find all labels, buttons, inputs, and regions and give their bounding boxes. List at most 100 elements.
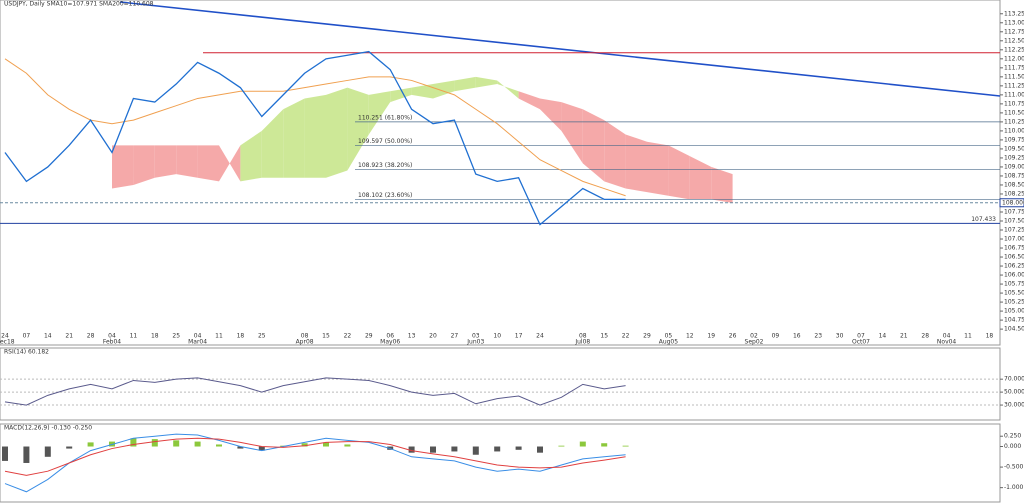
x-tick-label: 19 (707, 333, 715, 340)
ichimoku-cloud (540, 98, 562, 131)
x-tick-label: 07 (23, 333, 31, 340)
y-tick-label: 105.750 (1004, 281, 1024, 288)
y-tick-label: 107.500 (1004, 217, 1024, 224)
x-tick-label: 22 (344, 333, 352, 340)
y-tick-label: 109.250 (1004, 154, 1024, 161)
histogram-bar (194, 441, 201, 447)
y-tick-label: 106.750 (1004, 245, 1024, 252)
x-tick-label: 15 (322, 333, 330, 340)
fib-label: 109.597 (50.00%) (358, 138, 412, 145)
y-tick-label: 112.000 (1004, 55, 1024, 62)
y-tick-label: 112.750 (1004, 28, 1024, 35)
ichimoku-cloud (625, 134, 647, 193)
y-tick-label: 111.000 (1004, 91, 1024, 98)
ichimoku-cloud (304, 94, 326, 178)
ichimoku-cloud (133, 145, 155, 185)
x-period-label: Dec18 (0, 339, 15, 346)
y-tick-label: 30.000 (1004, 402, 1024, 409)
histogram-bar (130, 438, 137, 447)
histogram-bar (537, 446, 543, 453)
x-tick-label: 23 (814, 333, 822, 340)
histogram-bar (601, 443, 608, 447)
x-tick-label: 06 (386, 333, 394, 340)
y-tick-label: 113.250 (1004, 10, 1024, 17)
histogram-bar (216, 444, 222, 447)
histogram-bar (515, 446, 522, 450)
x-tick-label: 09 (772, 333, 780, 340)
ichimoku-cloud (433, 80, 455, 99)
y-tick-label: 106.000 (1004, 272, 1024, 279)
x-tick-label: 12 (686, 333, 694, 340)
series-line (4, 433, 626, 493)
y-tick-label: -1.000 (1004, 484, 1024, 491)
histogram-bar (2, 446, 8, 461)
x-tick-label: 24 (536, 333, 544, 340)
y-tick-label: 106.500 (1004, 254, 1024, 261)
trendline (119, 1, 1001, 97)
histogram-bar (23, 446, 30, 463)
x-tick-label: 14 (879, 333, 887, 340)
histogram-bar (430, 446, 436, 453)
y-tick-label: 109.000 (1004, 163, 1024, 170)
ichimoku-cloud (154, 145, 177, 178)
ichimoku-cloud (283, 98, 305, 178)
x-period-label: Jun03 (466, 339, 484, 346)
rsi-panel (0, 347, 1001, 421)
y-tick-label: 109.500 (1004, 145, 1024, 152)
x-period-label: Sep02 (745, 339, 764, 346)
x-tick-label: 02 (750, 333, 758, 340)
x-tick-label: 04 (943, 333, 951, 340)
support-label: 107.433 (971, 216, 996, 223)
series-line (4, 437, 626, 476)
x-tick-label: 05 (665, 333, 673, 340)
x-tick-label: 30 (836, 333, 844, 340)
y-tick-label: 0.250 (1004, 433, 1021, 440)
x-tick-label: 18 (986, 333, 994, 340)
x-period-label: Aug05 (659, 339, 679, 346)
price-label: 108.006 (1002, 199, 1024, 206)
x-tick-label: 13 (408, 333, 416, 340)
histogram-bar (494, 446, 501, 452)
y-tick-label: 70.000 (1004, 376, 1024, 383)
x-tick-label: 28 (87, 333, 95, 340)
ichimoku-cloud (647, 141, 669, 196)
y-tick-label: 113.000 (1004, 19, 1024, 26)
y-tick-label: 110.000 (1004, 127, 1024, 134)
y-tick-label: 106.250 (1004, 263, 1024, 270)
ichimoku-cloud (261, 109, 284, 178)
x-tick-label: 26 (729, 333, 737, 340)
x-tick-label: 11 (964, 333, 972, 340)
ichimoku-cloud (390, 87, 412, 103)
histogram-bar (323, 442, 329, 447)
y-tick-label: 105.250 (1004, 299, 1024, 306)
x-tick-label: 08 (579, 333, 587, 340)
x-tick-label: 21 (900, 333, 908, 340)
series-line (4, 50, 626, 226)
ichimoku-cloud (668, 145, 690, 200)
x-tick-label: 11 (215, 333, 223, 340)
histogram-bar (558, 445, 565, 447)
x-period-label: Mar04 (188, 339, 207, 346)
x-tick-label: 25 (258, 333, 266, 340)
x-tick-label: 27 (451, 333, 459, 340)
ichimoku-cloud (219, 145, 241, 182)
ichimoku-cloud (561, 102, 583, 164)
y-tick-label: 109.750 (1004, 136, 1024, 143)
y-tick-label: 110.500 (1004, 109, 1024, 116)
y-tick-label: 112.250 (1004, 46, 1024, 53)
ichimoku-cloud (454, 76, 476, 92)
fib-label: 110.251 (61.80%) (358, 114, 412, 121)
x-tick-label: 18 (237, 333, 245, 340)
x-period-label: May06 (380, 339, 400, 346)
series-line (4, 58, 626, 197)
histogram-bar (408, 446, 415, 453)
chart-title: USDJPY, Daily SMA10=107.971 SMA200=110.6… (4, 1, 154, 8)
fib-label: 108.923 (38.20%) (358, 162, 412, 169)
y-tick-label: 110.250 (1004, 118, 1024, 125)
ichimoku-cloud (176, 145, 198, 178)
histogram-bar (173, 440, 180, 447)
series-line (4, 377, 626, 406)
histogram-bar (344, 444, 351, 447)
ichimoku-cloud (475, 76, 498, 88)
